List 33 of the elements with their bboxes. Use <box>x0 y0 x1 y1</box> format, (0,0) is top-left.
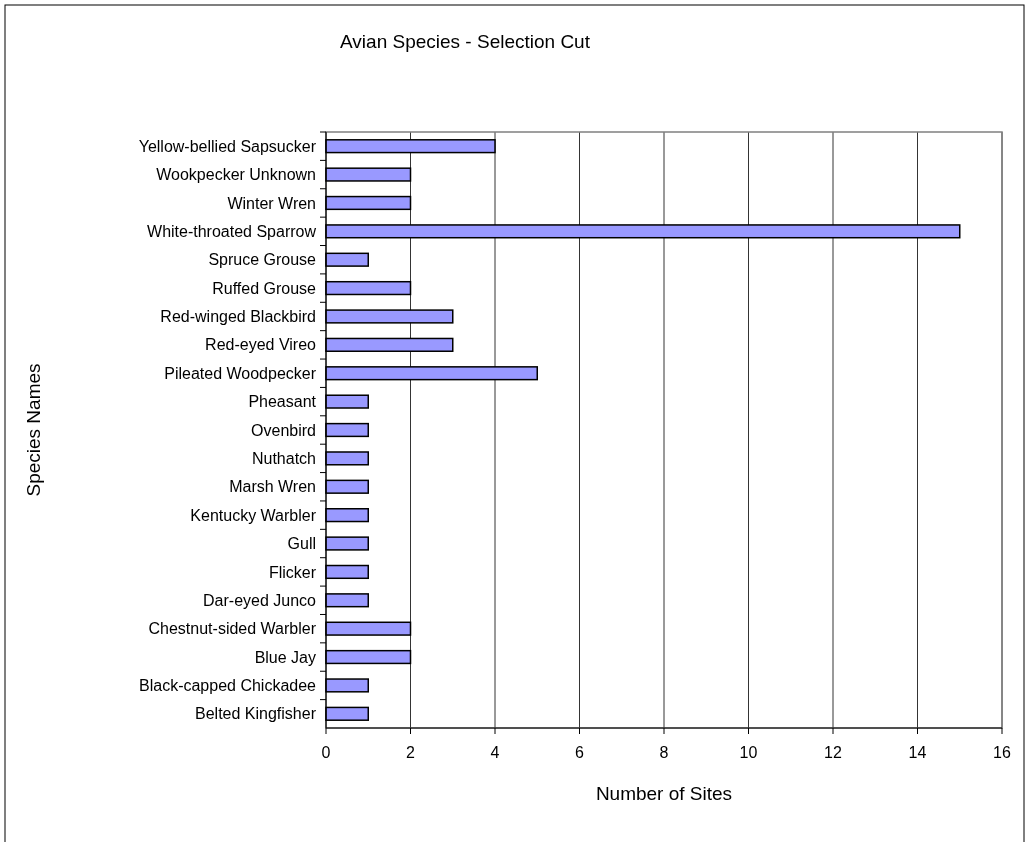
chart-title: Avian Species - Selection Cut <box>340 31 591 52</box>
y-tick-label: Blue Jay <box>254 648 316 666</box>
y-tick-label: Winter Wren <box>227 194 316 212</box>
x-tick-label: 0 <box>321 744 331 761</box>
y-tick-label: Ovenbird <box>251 421 316 439</box>
y-tick-label: Spruce Grouse <box>208 251 317 269</box>
x-tick-label: 4 <box>490 744 500 761</box>
y-tick-label: Pileated Woodpecker <box>164 364 317 382</box>
y-tick-label: Flicker <box>268 563 317 581</box>
x-tick-label: 16 <box>993 744 1011 761</box>
y-tick-label: Ruffed Grouse <box>212 279 317 297</box>
y-tick-label: Gull <box>287 535 316 553</box>
y-tick-label: Nuthatch <box>251 449 316 467</box>
y-tick-label: Wookpecker Unknown <box>156 166 316 184</box>
y-tick-label: Red-eyed Vireo <box>205 336 317 354</box>
x-tick-label: 10 <box>739 744 758 761</box>
y-tick-label: Dar-eyed Junco <box>203 591 317 609</box>
x-tick-label: 8 <box>659 744 669 761</box>
y-tick-label: Pheasant <box>248 393 317 411</box>
x-tick-label: 2 <box>406 744 416 761</box>
y-tick-label: White-throated Sparrow <box>147 222 317 240</box>
y-tick-label: Black-capped Chickadee <box>139 677 317 695</box>
y-axis-title: Species Names <box>23 363 44 497</box>
y-tick-label: Kentucky Warbler <box>190 506 317 524</box>
x-tick-label: 12 <box>824 744 842 761</box>
x-tick-label: 14 <box>908 744 927 761</box>
x-tick-label: 6 <box>575 744 585 761</box>
y-tick-label: Yellow-bellied Sapsucker <box>138 137 317 155</box>
y-tick-label: Belted Kingfisher <box>195 705 317 723</box>
y-tick-label: Chestnut-sided Warbler <box>148 620 317 638</box>
x-axis-title: Number of Sites <box>595 783 733 804</box>
y-tick-label: Red-winged Blackbird <box>160 308 316 326</box>
y-tick-label: Marsh Wren <box>229 478 316 496</box>
